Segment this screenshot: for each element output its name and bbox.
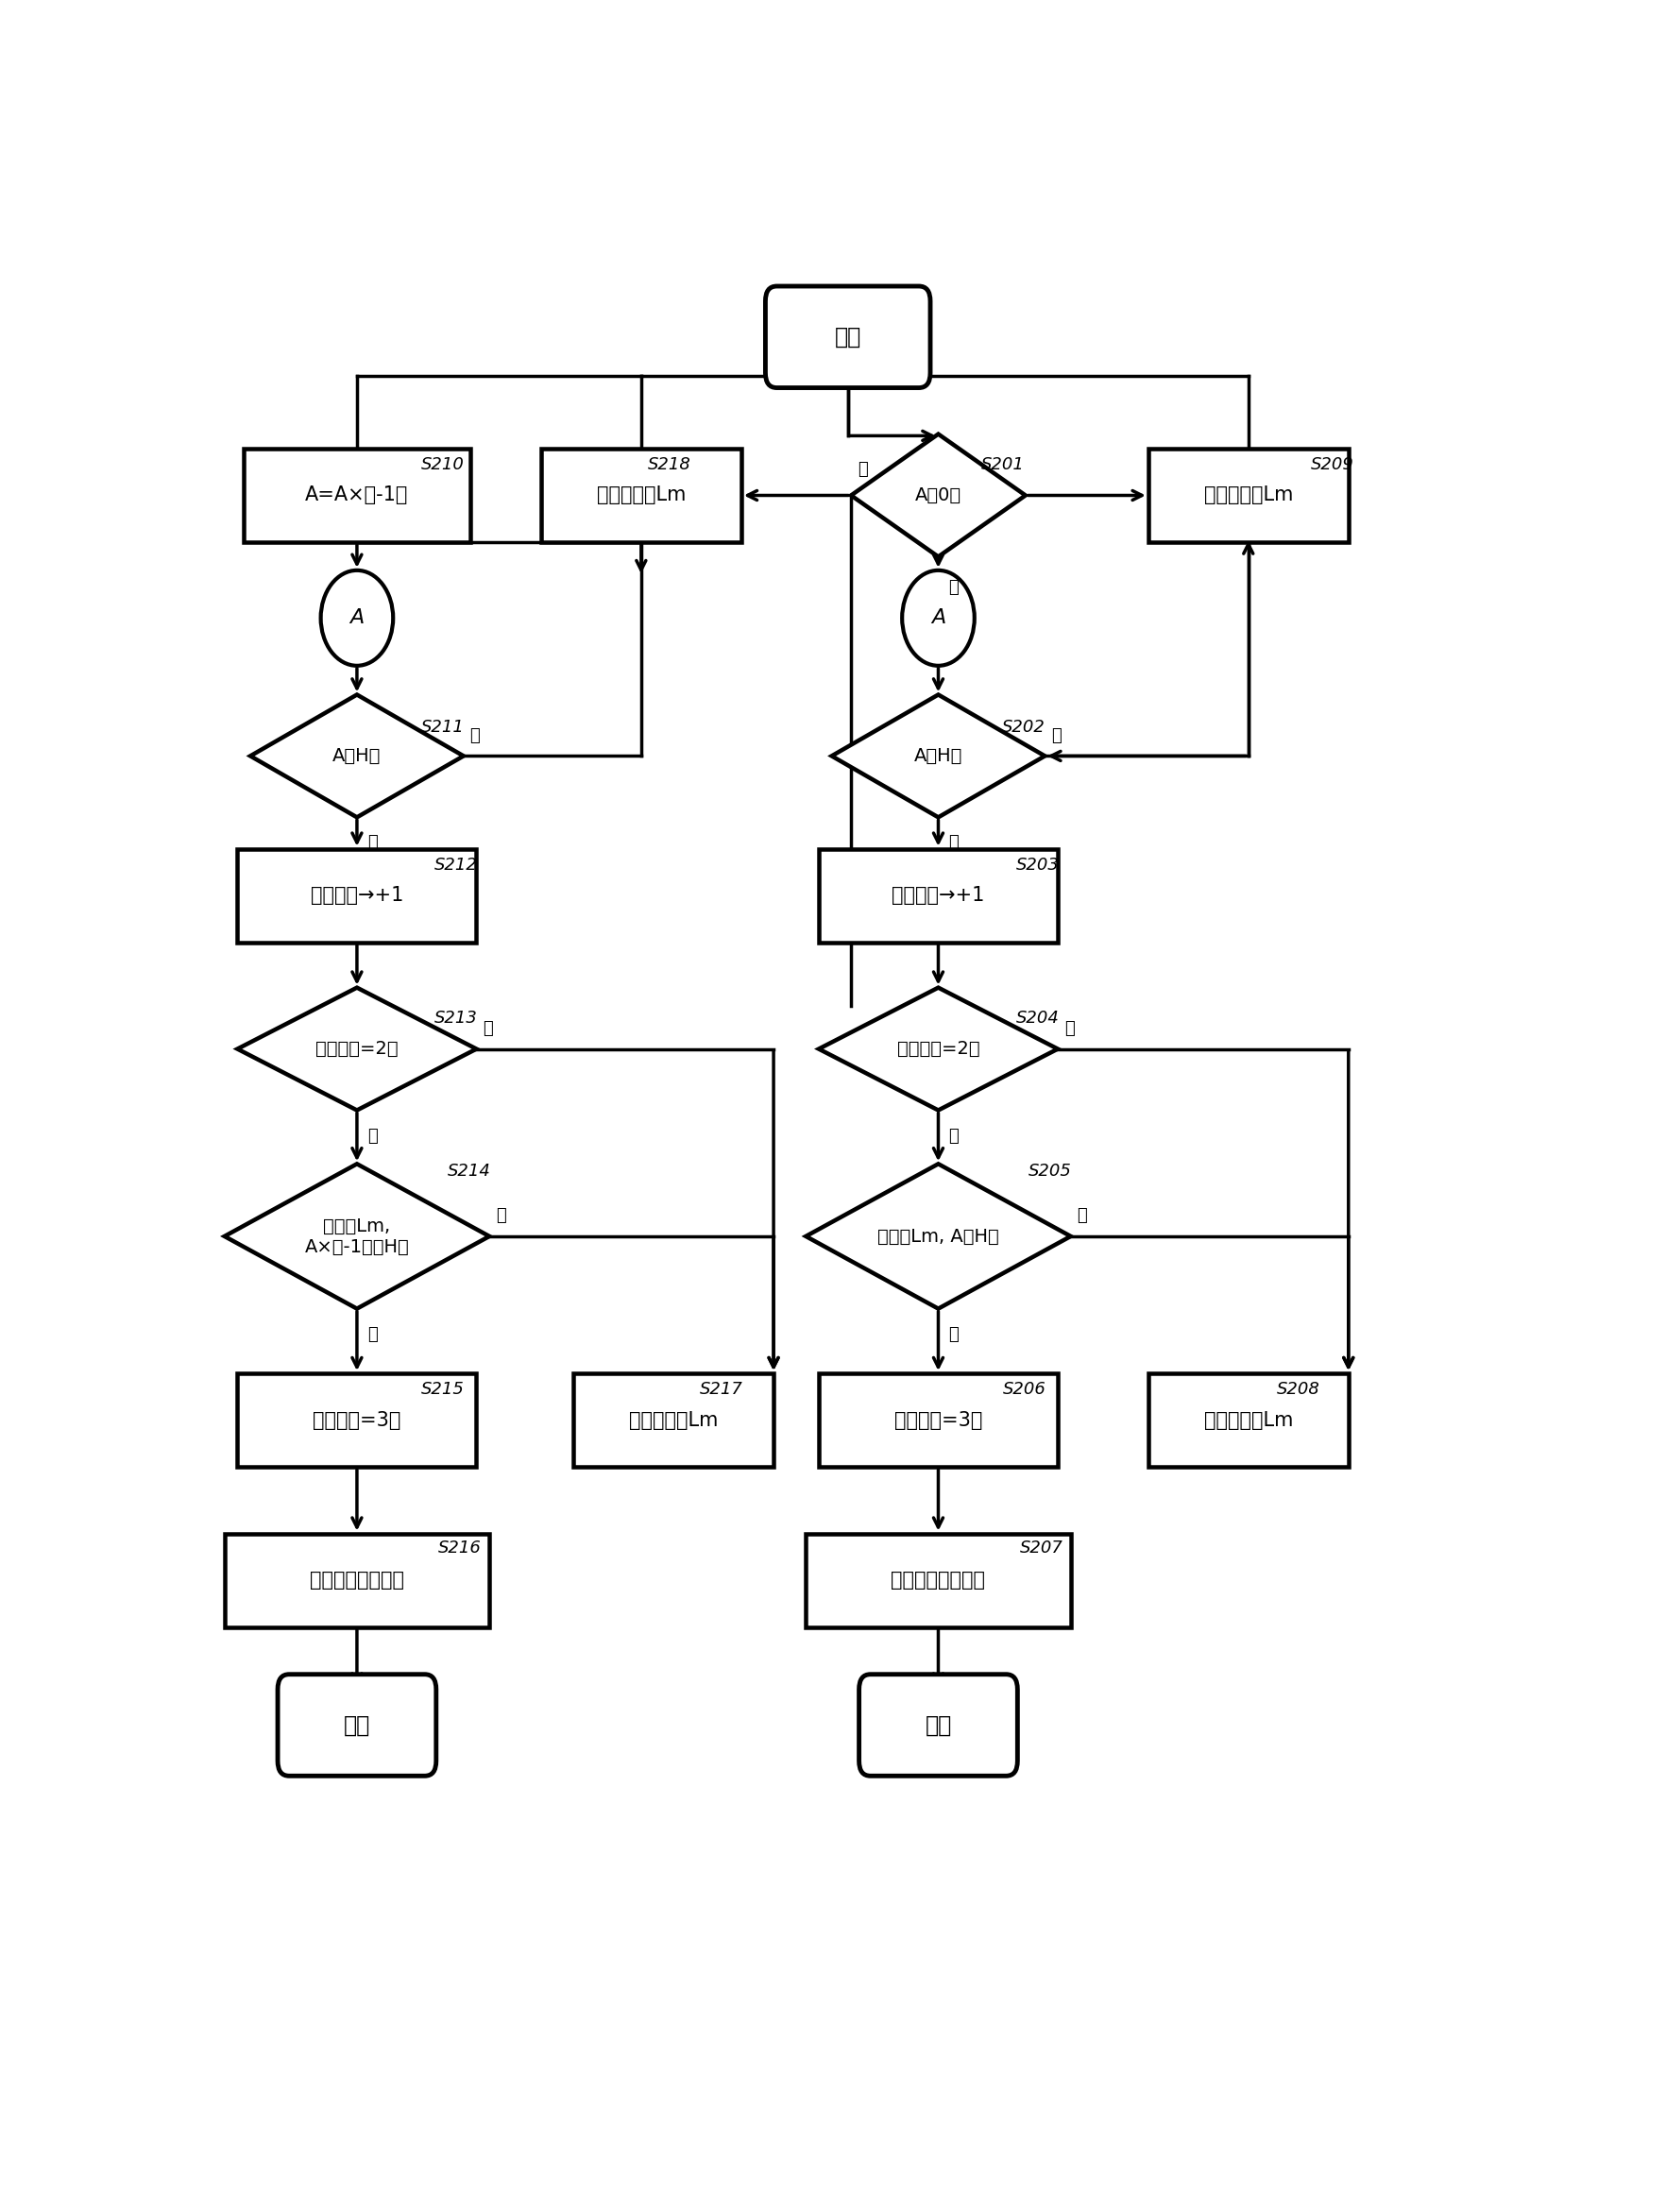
Polygon shape (818, 987, 1058, 1110)
Text: S211: S211 (421, 719, 465, 737)
Text: 向下计数=2？: 向下计数=2？ (896, 1040, 980, 1057)
Text: 否: 否 (1051, 728, 1061, 743)
Text: S203: S203 (1015, 856, 1058, 874)
Text: 判定下一个Lm: 判定下一个Lm (1203, 487, 1293, 504)
Text: 结束: 结束 (925, 1714, 951, 1736)
Text: 向下计数→+1: 向下计数→+1 (310, 887, 403, 905)
Text: 下一个Lm,
A×（-1）（H？: 下一个Lm, A×（-1）（H？ (305, 1217, 408, 1256)
Text: 向下计数=2？: 向下计数=2？ (315, 1040, 398, 1057)
Polygon shape (851, 434, 1025, 557)
FancyBboxPatch shape (278, 1674, 436, 1776)
Text: 监控下一个Lm: 监控下一个Lm (1203, 1411, 1293, 1429)
Bar (237, 1374, 476, 1467)
Text: A＆0？: A＆0？ (915, 487, 961, 504)
Text: 是: 是 (948, 834, 958, 852)
Text: S205: S205 (1028, 1164, 1071, 1179)
Bar (805, 1533, 1070, 1628)
Bar (818, 849, 1058, 942)
Text: S208: S208 (1276, 1380, 1319, 1398)
Text: 结束: 结束 (343, 1714, 370, 1736)
Text: S213: S213 (435, 1011, 478, 1026)
Text: 是: 是 (948, 1128, 958, 1144)
Polygon shape (805, 1164, 1070, 1310)
Polygon shape (225, 1164, 490, 1310)
Text: 开始: 开始 (835, 325, 861, 347)
FancyBboxPatch shape (765, 285, 930, 387)
Text: 是: 是 (367, 834, 377, 852)
Bar (225, 1533, 490, 1628)
Bar (243, 449, 470, 542)
FancyBboxPatch shape (858, 1674, 1016, 1776)
Text: 下一个Lm, A（H？: 下一个Lm, A（H？ (876, 1228, 998, 1245)
Text: S218: S218 (646, 456, 690, 473)
Text: S202: S202 (1001, 719, 1045, 737)
Text: 向上计数=3？: 向上计数=3？ (893, 1411, 981, 1429)
Bar (1148, 1374, 1348, 1467)
Text: A: A (350, 608, 363, 628)
Bar (237, 849, 476, 942)
Text: 否: 否 (1076, 1208, 1086, 1225)
Text: S204: S204 (1015, 1011, 1058, 1026)
Text: S214: S214 (446, 1164, 490, 1179)
Text: S212: S212 (435, 856, 478, 874)
Text: A: A (931, 608, 945, 628)
Text: 输出下降检测信号: 输出下降检测信号 (310, 1571, 403, 1590)
Text: 否: 否 (470, 728, 480, 743)
Text: S210: S210 (421, 456, 465, 473)
Text: 监控下一个Lm: 监控下一个Lm (628, 1411, 718, 1429)
Circle shape (901, 571, 975, 666)
Text: S216: S216 (438, 1540, 481, 1557)
Text: 是: 是 (948, 1325, 958, 1343)
Text: 是: 是 (948, 580, 958, 595)
Text: 是: 是 (367, 1128, 377, 1144)
Text: S215: S215 (421, 1380, 465, 1398)
Text: 否: 否 (495, 1208, 506, 1225)
Text: S209: S209 (1309, 456, 1353, 473)
Text: 向上计数→+1: 向上计数→+1 (891, 887, 985, 905)
Text: 否: 否 (483, 1020, 493, 1037)
Text: S217: S217 (700, 1380, 741, 1398)
Bar (541, 449, 741, 542)
Text: 否: 否 (1063, 1020, 1075, 1037)
Bar (818, 1374, 1058, 1467)
Text: A（H？: A（H？ (913, 748, 961, 765)
Bar (573, 1374, 773, 1467)
Text: S201: S201 (980, 456, 1023, 473)
Text: A（H？: A（H？ (333, 748, 382, 765)
Text: S206: S206 (1003, 1380, 1046, 1398)
Text: 否: 否 (856, 462, 868, 478)
Text: S207: S207 (1020, 1540, 1063, 1557)
Polygon shape (831, 695, 1045, 816)
Text: 向下计数=3？: 向下计数=3？ (313, 1411, 402, 1429)
Text: 输出上升检测信号: 输出上升检测信号 (891, 1571, 985, 1590)
Polygon shape (250, 695, 463, 816)
Text: 是: 是 (367, 1325, 377, 1343)
Circle shape (320, 571, 393, 666)
Polygon shape (237, 987, 476, 1110)
Text: 判定下一个Lm: 判定下一个Lm (596, 487, 685, 504)
Bar (1148, 449, 1348, 542)
Text: A=A×（-1）: A=A×（-1） (305, 487, 408, 504)
